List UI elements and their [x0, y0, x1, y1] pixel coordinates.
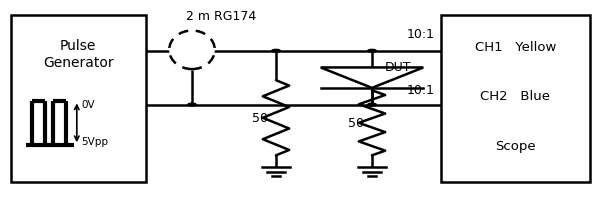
- Text: 10:1: 10:1: [407, 83, 435, 96]
- Text: 50: 50: [348, 117, 364, 130]
- Text: CH1   Yellow: CH1 Yellow: [475, 41, 556, 54]
- Text: 2 m RG174: 2 m RG174: [186, 10, 256, 23]
- Circle shape: [272, 50, 280, 53]
- Polygon shape: [320, 68, 424, 88]
- Text: CH2   Blue: CH2 Blue: [481, 89, 550, 102]
- Text: 5Vpp: 5Vpp: [82, 137, 109, 146]
- Ellipse shape: [169, 31, 215, 70]
- Circle shape: [368, 50, 376, 53]
- Text: 50: 50: [252, 112, 268, 125]
- Bar: [441, 16, 590, 182]
- Circle shape: [188, 104, 196, 106]
- Bar: [11, 16, 146, 182]
- Circle shape: [368, 104, 376, 106]
- Text: 0V: 0V: [82, 100, 95, 110]
- Text: Scope: Scope: [495, 139, 536, 152]
- Text: DUT: DUT: [385, 61, 412, 74]
- Text: 10:1: 10:1: [407, 28, 435, 41]
- Text: Pulse
Generator: Pulse Generator: [43, 39, 113, 69]
